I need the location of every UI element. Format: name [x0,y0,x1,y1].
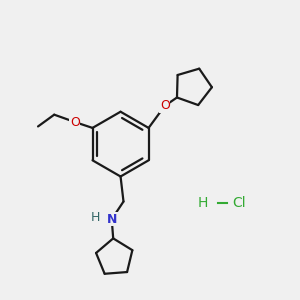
Text: Cl: Cl [232,196,246,210]
Text: N: N [106,213,117,226]
Text: H: H [198,196,208,210]
Text: O: O [70,116,80,128]
Text: O: O [160,99,170,112]
Text: H: H [91,211,100,224]
